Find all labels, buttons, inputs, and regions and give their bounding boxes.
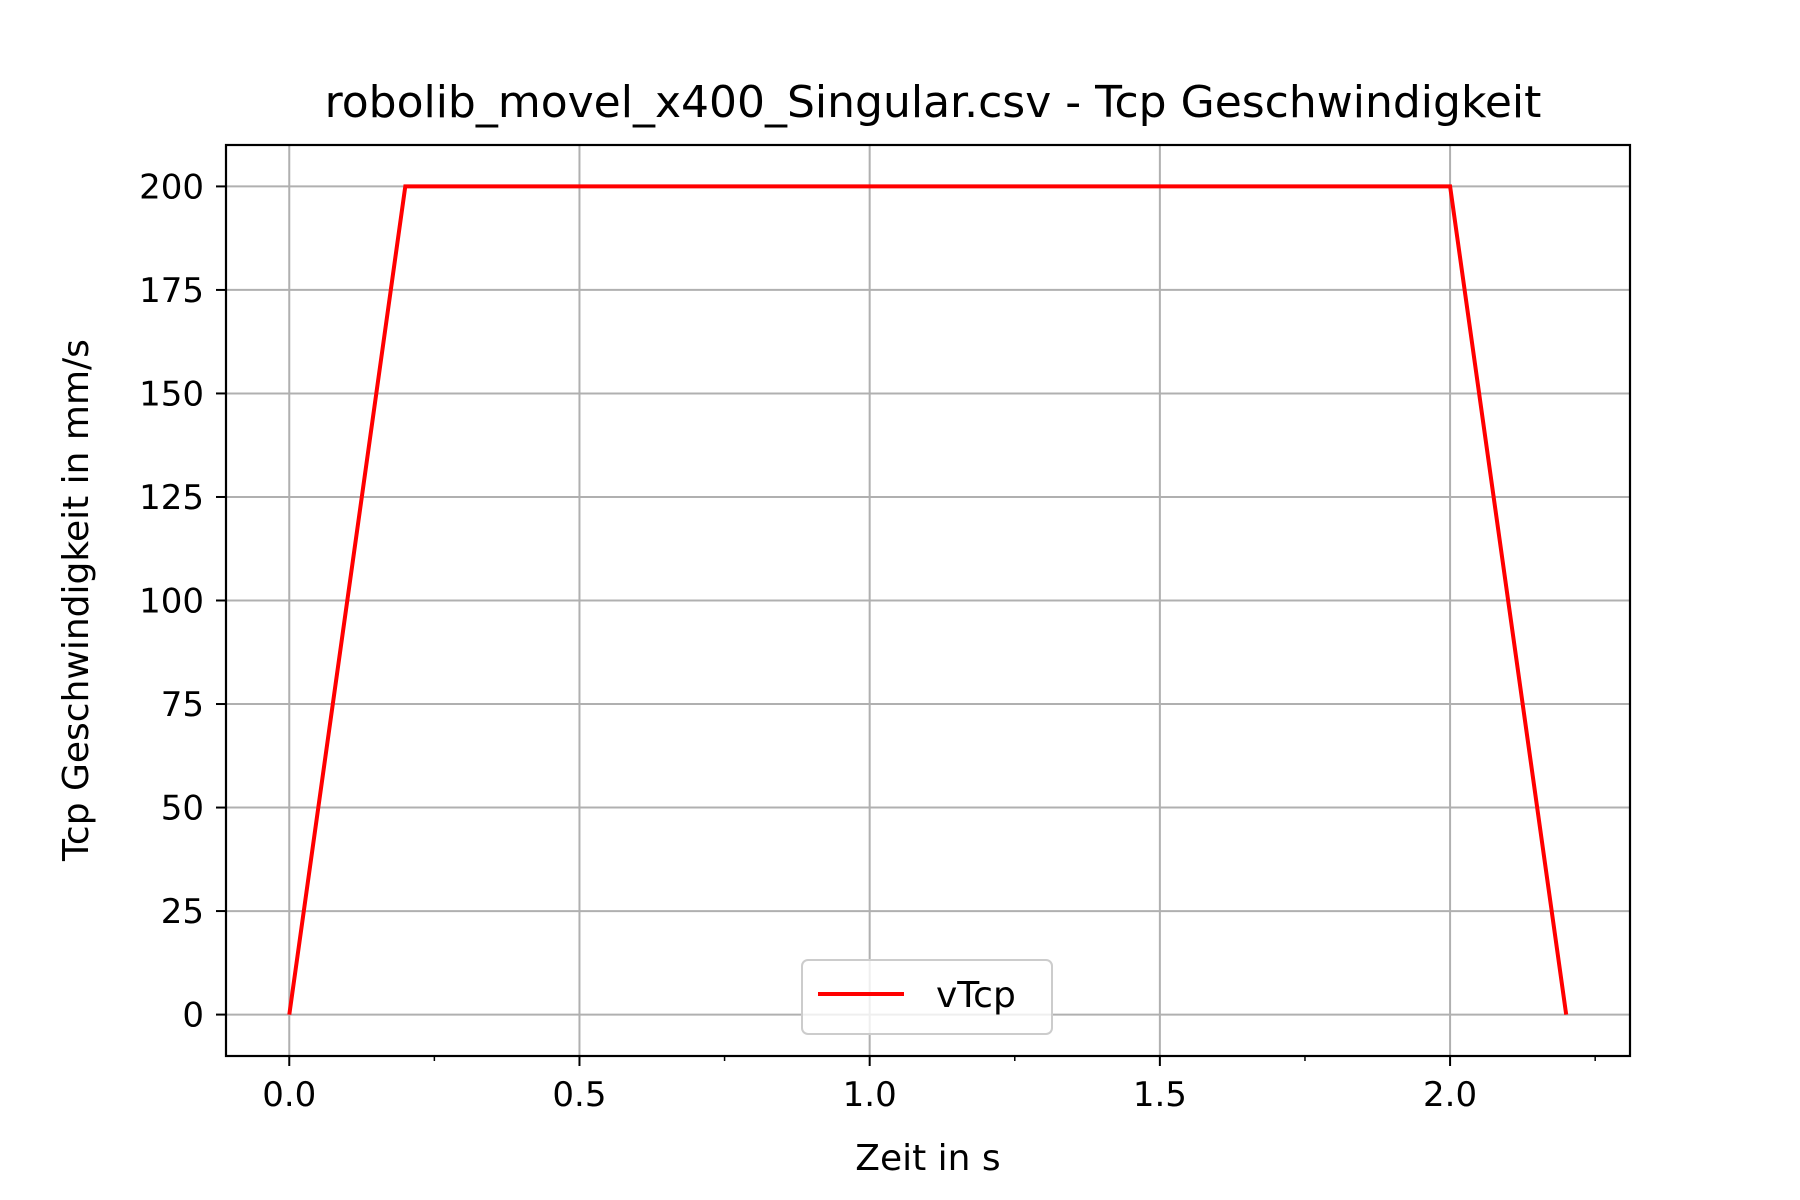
x-tick-label: 0.5 xyxy=(552,1075,606,1115)
x-axis-label: Zeit in s xyxy=(855,1138,1000,1179)
x-tick-label: 0.0 xyxy=(262,1075,316,1115)
y-axis-label: Tcp Geschwindigkeit in mm/s xyxy=(56,339,97,862)
y-tick-label: 125 xyxy=(139,478,204,518)
y-tick-label: 100 xyxy=(139,582,204,622)
series-vtcp-line xyxy=(287,184,1569,1015)
legend: vTcp xyxy=(801,959,1053,1035)
y-tick-label: 75 xyxy=(161,685,204,725)
y-tick-label: 175 xyxy=(139,271,204,311)
x-tick-label: 2.0 xyxy=(1423,1075,1477,1115)
y-tick-label: 25 xyxy=(161,892,204,932)
x-tick-label: 1.0 xyxy=(843,1075,897,1115)
y-tick-label: 50 xyxy=(161,789,204,829)
legend-vtcp-label: vTcp xyxy=(936,975,1016,1016)
chart-title: robolib_movel_x400_Singular.csv - Tcp Ge… xyxy=(325,77,1542,128)
y-tick-label: 200 xyxy=(139,167,204,207)
legend-box xyxy=(801,959,1053,1035)
x-tick-label: 1.5 xyxy=(1133,1075,1187,1115)
y-tick-label: 150 xyxy=(139,374,204,414)
y-tick-label: 0 xyxy=(182,996,204,1036)
axis-ticks: 0.0 0.5 1.0 1.5 2.0 0 25 50 75 100 125 150 175 200 xyxy=(139,167,1596,1115)
